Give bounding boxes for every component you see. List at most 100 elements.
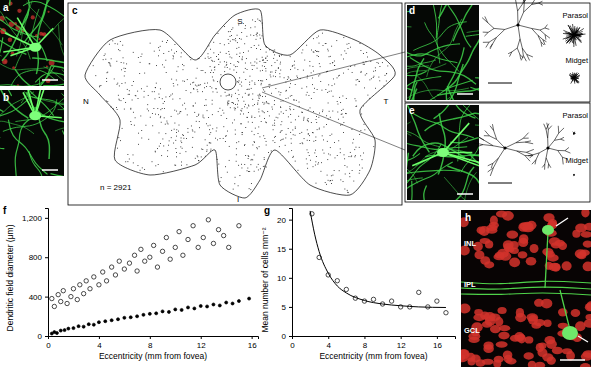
cell-type-label: Midget	[565, 156, 588, 165]
cell-dot	[336, 101, 338, 103]
cell-dot	[297, 76, 299, 78]
soma-drawing	[516, 23, 519, 26]
cell-dot	[289, 95, 291, 97]
cell-dot	[194, 157, 196, 159]
retina-outline	[85, 9, 395, 198]
cell-dot	[195, 120, 197, 122]
cell-dot	[182, 63, 184, 65]
tick-label: 1,200	[22, 214, 43, 223]
cell-dot	[131, 85, 133, 87]
point	[75, 297, 79, 301]
cell-dot	[191, 146, 193, 148]
nucleus	[585, 303, 591, 311]
cell-dot	[105, 58, 107, 60]
cell-dot	[174, 122, 176, 124]
cell-dot	[153, 50, 155, 52]
cell-dot	[247, 167, 249, 169]
panel-letter: h	[465, 212, 471, 223]
cell-dot	[187, 128, 189, 130]
cell-dot	[327, 91, 329, 93]
nucleus	[542, 248, 553, 256]
cell-dot	[301, 87, 303, 89]
cell-dot	[128, 93, 130, 95]
point	[132, 253, 136, 257]
dendrite-drawing	[545, 35, 547, 40]
cell-dot	[270, 76, 272, 78]
cell-dot	[230, 62, 232, 64]
dendrite-drawing	[517, 48, 520, 54]
cell-dot	[290, 142, 292, 144]
point	[127, 261, 131, 265]
cell-dot	[285, 133, 287, 135]
cell-dot	[164, 101, 166, 103]
cell-dot	[161, 40, 163, 42]
cell-dot	[123, 75, 125, 77]
cell-dot	[278, 91, 280, 93]
cell-dot	[340, 179, 342, 181]
cell-dot	[302, 111, 304, 113]
dendrite-drawing	[477, 145, 483, 147]
cell-dot	[172, 58, 174, 60]
cell-dot	[244, 144, 246, 146]
cell-dot	[215, 88, 217, 90]
dendrite-drawing	[485, 131, 490, 136]
cell-dot	[185, 151, 187, 153]
cell-dot	[294, 67, 296, 69]
cell-dot	[292, 65, 294, 67]
cell-dot	[212, 79, 214, 81]
cell-dot	[312, 65, 314, 67]
cell-dot	[176, 129, 178, 131]
point	[97, 321, 100, 324]
cell-dot	[265, 70, 267, 72]
cell-dot	[331, 45, 333, 47]
cell-dot	[158, 93, 160, 95]
dendrite-drawing	[545, 25, 548, 28]
cell-dot	[359, 164, 361, 166]
cell-dot	[343, 154, 345, 156]
point	[218, 304, 221, 307]
cell-dot	[374, 67, 376, 69]
dendrite-drawing	[572, 78, 574, 82]
cell-dot	[352, 142, 354, 144]
cell-dot	[314, 164, 316, 166]
cell-dot	[209, 124, 211, 126]
cell-dot	[281, 139, 283, 141]
cell-dot	[299, 133, 301, 135]
cell-dot	[213, 66, 215, 68]
point	[221, 233, 225, 237]
dendrite-drawing	[474, 143, 483, 145]
cell-dot	[280, 130, 282, 132]
cell-dot	[344, 50, 346, 52]
tick-label: 16	[248, 341, 257, 350]
cell-dot	[263, 89, 265, 91]
cell-dot	[204, 155, 206, 157]
cell-dot	[342, 108, 344, 110]
cell-dot	[293, 99, 295, 101]
nucleus	[496, 341, 508, 347]
cell-dot	[241, 167, 243, 169]
cell-dot	[322, 111, 324, 113]
cell-dot	[366, 51, 368, 53]
cell-dot	[210, 142, 212, 144]
cell-dot	[274, 62, 276, 64]
x-axis-title: Eccentricity (mm from fovea)	[319, 351, 427, 361]
panel-letter: e	[409, 105, 415, 116]
cell-dot	[378, 76, 380, 78]
cell-dot	[266, 102, 268, 104]
cell-dot	[172, 83, 174, 85]
cell-dot	[146, 108, 148, 110]
cell-dot	[228, 159, 230, 161]
cell-dot	[337, 118, 339, 120]
cell-dot	[236, 53, 238, 55]
nucleus	[497, 307, 506, 314]
cell-dot	[124, 82, 126, 84]
cell-dot	[233, 69, 235, 71]
cell-dot	[329, 180, 331, 182]
cell-dot	[327, 48, 329, 50]
point	[63, 329, 66, 332]
cell-dot	[240, 109, 242, 111]
dendrite-drawing	[525, 156, 530, 162]
dendrite-drawing	[517, 11, 518, 25]
cell-dot	[326, 124, 328, 126]
cell-dot	[341, 109, 343, 111]
